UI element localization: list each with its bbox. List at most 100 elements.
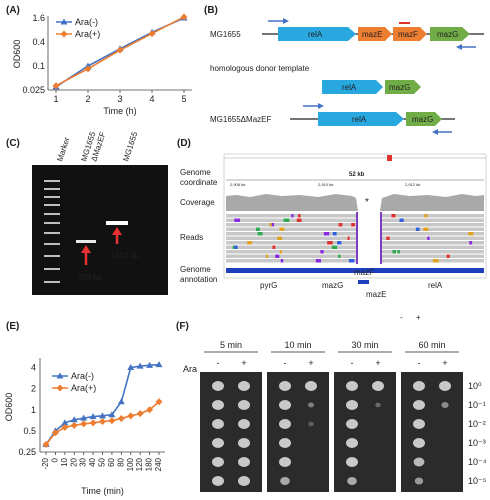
e-point-1-11 <box>146 406 154 414</box>
rela-label-1: relA <box>308 30 323 39</box>
ara-label: Ara <box>183 364 197 374</box>
a-ytick-1: 0.4 <box>32 37 45 47</box>
track-coverage-label: Coverage <box>180 198 215 207</box>
spot-2-1-0 <box>372 381 384 391</box>
read-mismatch-8-3 <box>320 250 324 254</box>
mazg-label-2: mazG <box>389 83 410 92</box>
read-mismatch-1-3 <box>296 218 302 222</box>
read-mismatch-8-2 <box>279 250 282 254</box>
read-mismatch-4-2 <box>323 232 330 236</box>
primer-reverse-2-icon <box>432 129 452 135</box>
read-row-right-9 <box>382 254 484 258</box>
spot-1-0-1 <box>279 400 291 410</box>
read-mismatch-3-1 <box>255 227 260 231</box>
top-plus-mark: + <box>416 313 421 322</box>
ladder-band-0 <box>44 180 60 182</box>
plate-0 <box>200 372 262 492</box>
read-mismatch-2-0 <box>351 223 355 227</box>
split-read-right <box>380 212 382 264</box>
plate-2 <box>334 372 396 492</box>
ladder-band-1 <box>44 188 60 190</box>
primer-forward-2-icon <box>303 103 324 109</box>
panel-a: (A) 1.6 0.4 0.1 0.025 1 2 3 4 5 Time (h) OD600 Ara(… <box>6 5 192 116</box>
read-mismatch-0-1 <box>291 214 294 218</box>
e-xtick-4: 30 <box>79 457 88 466</box>
primer-reverse-1-icon <box>456 44 476 50</box>
mazg-gene-3 <box>406 112 442 126</box>
spot-3-0-4 <box>413 457 425 467</box>
arrow-938-icon <box>81 245 91 265</box>
read-mismatch-10-3 <box>315 259 321 263</box>
spot-0-0-2 <box>212 419 224 429</box>
coverage-left <box>226 194 358 211</box>
read-mismatch-2-1 <box>269 223 272 227</box>
spot-2-0-3 <box>346 438 358 448</box>
e-ytick-4: 0.25 <box>18 447 36 457</box>
primer-forward-1-icon <box>268 18 289 24</box>
legend-marker-a1 <box>60 30 68 38</box>
cond-minus-0: - <box>217 358 220 368</box>
e-xtick-0: -20 <box>41 457 50 469</box>
a-point-1-1 <box>84 65 92 73</box>
time-label-0: 5 min <box>220 340 242 350</box>
rela-gene-2 <box>322 80 383 94</box>
e-point-1-7 <box>108 417 116 425</box>
a-ylabel: OD600 <box>12 40 22 69</box>
spot-2-0-4 <box>346 457 358 467</box>
scale-label: 52 kb <box>349 172 365 178</box>
spot-0-1-2 <box>238 419 250 429</box>
rela-label-2: relA <box>342 83 357 92</box>
read-mismatch-3-3 <box>415 227 420 231</box>
ladder-band-5 <box>44 222 60 224</box>
read-mismatch-8-0 <box>397 250 401 254</box>
spot-1-0-2 <box>279 419 291 429</box>
a-xtick-3: 4 <box>149 94 154 104</box>
read-mismatch-7-0 <box>232 245 236 249</box>
read-row-right-3 <box>382 227 484 231</box>
spot-1-0-4 <box>279 457 291 467</box>
read-mismatch-0-2 <box>424 214 428 218</box>
e-xtick-5: 40 <box>88 457 97 466</box>
a-point-1-2 <box>116 46 124 54</box>
legend-marker-a0 <box>60 18 68 25</box>
read-mismatch-0-3 <box>391 214 396 218</box>
read-row-left-8 <box>226 250 356 254</box>
e-xtick-7: 60 <box>107 457 116 466</box>
a-ytick-2: 0.1 <box>32 61 45 71</box>
read-row-right-5 <box>382 236 484 240</box>
read-mismatch-5-0 <box>386 236 390 240</box>
read-mismatch-7-3 <box>272 245 276 249</box>
spot-1-0-0 <box>279 381 291 391</box>
e-point-1-4 <box>80 420 88 428</box>
read-mismatch-6-1 <box>327 241 333 245</box>
e-point-0-12 <box>155 361 163 368</box>
cond-plus-2: + <box>375 358 380 368</box>
gene-mazf: mazF <box>354 268 374 277</box>
spot-3-0-2 <box>413 419 425 429</box>
panel-b: (B) MG1655 relA mazE mazF mazG homologou… <box>204 5 484 135</box>
read-mismatch-7-2 <box>234 245 238 249</box>
e-point-1-8 <box>117 415 125 423</box>
cond-plus-3: + <box>442 358 447 368</box>
read-row-right-7 <box>382 245 484 249</box>
a-point-1-4 <box>180 13 188 21</box>
read-row-left-9 <box>226 254 356 258</box>
e-point-0-3 <box>70 416 78 423</box>
gene-pyrg: pyrG <box>260 281 277 290</box>
rela-gene-3 <box>318 112 404 126</box>
time-label-3: 60 min <box>418 340 445 350</box>
e-xtick-11: 180 <box>145 457 154 471</box>
ladder-band-2 <box>44 196 60 198</box>
spot-0-0-0 <box>212 381 224 391</box>
track-reads-label: Reads <box>180 233 203 242</box>
read-row-left-5 <box>226 236 356 240</box>
read-mismatch-7-1 <box>331 245 338 249</box>
read-row-right-2 <box>382 223 484 227</box>
gene-rela: relA <box>428 281 443 290</box>
spot-0-1-5 <box>238 476 250 486</box>
e-point-1-10 <box>136 410 144 418</box>
read-row-left-10 <box>226 259 356 263</box>
dilution-labels: 10⁰ 10⁻¹ 10⁻² 10⁻³ 10⁻⁴ 10⁻⁵ <box>468 381 487 486</box>
maze-annotation <box>358 280 369 284</box>
read-mismatch-3-2 <box>279 227 285 231</box>
